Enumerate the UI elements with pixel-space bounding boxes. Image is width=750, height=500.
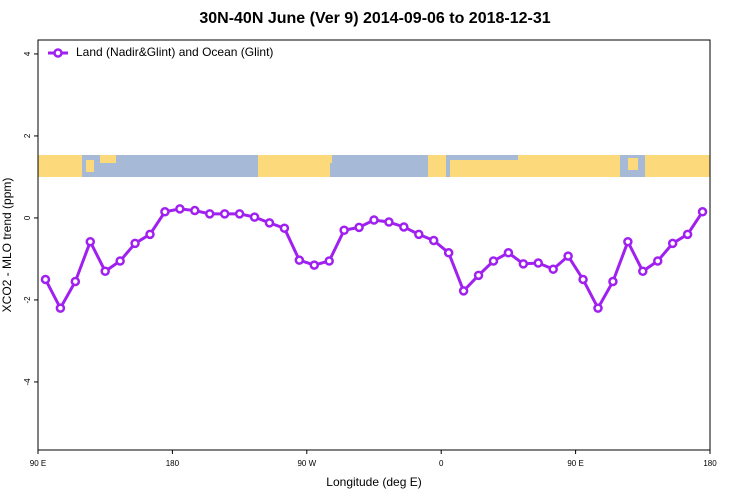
data-point bbox=[548, 264, 558, 274]
map-land bbox=[322, 155, 332, 163]
data-point bbox=[40, 274, 51, 285]
map-land bbox=[428, 155, 446, 177]
data-point bbox=[623, 236, 633, 247]
y-tick-label: 4 bbox=[23, 51, 32, 56]
legend-marker bbox=[53, 48, 63, 58]
data-point bbox=[160, 207, 170, 217]
data-point bbox=[264, 218, 275, 228]
data-point bbox=[339, 225, 349, 235]
data-point bbox=[190, 205, 200, 216]
data-point bbox=[533, 258, 544, 268]
data-point bbox=[458, 286, 469, 296]
chart-title: 30N-40N June (Ver 9) 2014-09-06 to 2018-… bbox=[199, 10, 550, 27]
data-point bbox=[428, 235, 439, 246]
data-point bbox=[324, 256, 334, 266]
map-strip bbox=[38, 155, 710, 177]
legend-label: Land (Nadir&Glint) and Ocean (Glint) bbox=[76, 45, 273, 59]
data-point bbox=[503, 248, 514, 258]
data-point bbox=[175, 204, 185, 214]
map-land bbox=[258, 155, 330, 177]
map-land bbox=[38, 155, 82, 177]
data-point bbox=[563, 251, 573, 261]
y-tick-label: -2 bbox=[23, 296, 32, 304]
data-point bbox=[85, 236, 96, 247]
x-tick-label: 90 E bbox=[567, 459, 583, 468]
data-point bbox=[130, 238, 140, 249]
x-tick-label: 180 bbox=[703, 459, 717, 468]
data-point bbox=[652, 256, 663, 266]
x-tick-label: 0 bbox=[439, 459, 444, 468]
data-point bbox=[70, 276, 81, 287]
data-point bbox=[697, 207, 708, 217]
map-land bbox=[628, 158, 638, 170]
y-tick-label: 0 bbox=[23, 215, 32, 220]
x-tick-label: 90 W bbox=[297, 459, 316, 468]
y-tick-label: 2 bbox=[23, 133, 32, 138]
data-point bbox=[115, 256, 125, 266]
map-land bbox=[518, 155, 620, 177]
x-tick-label: 180 bbox=[166, 459, 180, 468]
data-point bbox=[294, 255, 305, 265]
data-point bbox=[518, 259, 529, 269]
data-point bbox=[279, 223, 290, 233]
data-point bbox=[384, 217, 394, 227]
data-point bbox=[578, 274, 588, 285]
data-point bbox=[100, 266, 110, 276]
data-point bbox=[638, 266, 648, 276]
data-point bbox=[443, 248, 454, 258]
map-land bbox=[86, 160, 94, 172]
data-point bbox=[354, 222, 364, 233]
data-point bbox=[145, 229, 155, 240]
data-point bbox=[204, 209, 215, 219]
map-land bbox=[645, 155, 710, 177]
data-point bbox=[234, 209, 245, 219]
data-point bbox=[473, 270, 484, 281]
plot-frame bbox=[37, 39, 711, 451]
data-point bbox=[309, 260, 320, 270]
data-point bbox=[399, 222, 409, 232]
data-point bbox=[369, 215, 379, 225]
data-point bbox=[667, 238, 678, 249]
data-point bbox=[488, 256, 499, 266]
data-point bbox=[414, 229, 424, 240]
y-tick-label: -4 bbox=[23, 378, 32, 386]
map-land bbox=[100, 155, 116, 163]
y-axis-label: XCO2 - MLO trend (ppm) bbox=[0, 178, 14, 313]
data-point bbox=[55, 303, 66, 313]
data-point bbox=[608, 276, 618, 287]
data-point bbox=[593, 303, 603, 313]
map-land bbox=[450, 160, 518, 177]
data-point bbox=[249, 212, 260, 222]
data-point bbox=[682, 229, 693, 240]
x-tick-label: 90 E bbox=[30, 459, 46, 468]
data-point bbox=[219, 209, 230, 219]
x-axis-label: Longitude (deg E) bbox=[326, 475, 421, 489]
